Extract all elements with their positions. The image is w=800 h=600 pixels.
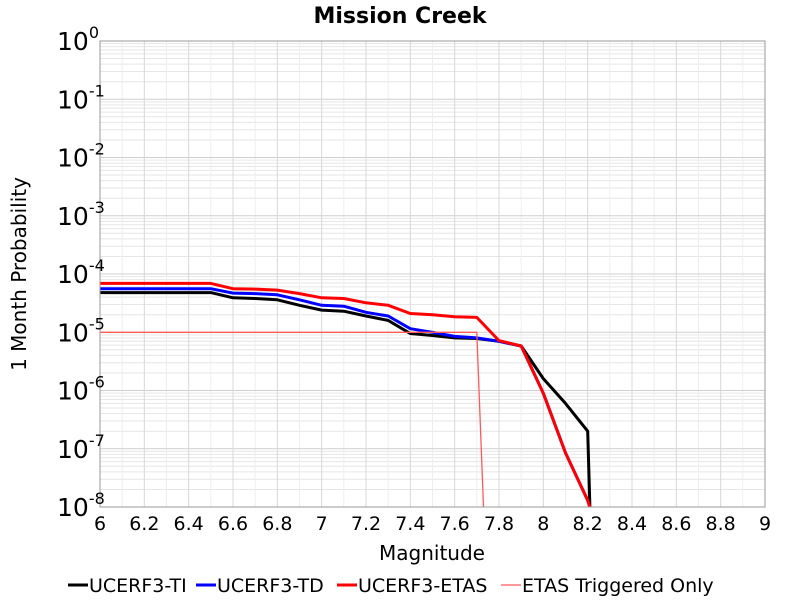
- x-axis-label: Magnitude: [379, 541, 485, 565]
- x-tick-label: 6.4: [174, 513, 204, 535]
- series-layer: [100, 281, 592, 508]
- x-tick-label: 9: [759, 513, 771, 535]
- series-line-ucerf3-etas: [100, 281, 592, 508]
- chart-title: Mission Creek: [313, 4, 487, 29]
- x-tick-label: 7.2: [351, 513, 381, 535]
- y-tick-label: 10-7: [57, 431, 105, 464]
- y-tick-label: 10-3: [57, 198, 105, 231]
- x-tick-label: 8.6: [661, 513, 691, 535]
- x-tick-label: 7.6: [440, 513, 470, 535]
- x-tick-label: 6.8: [262, 513, 292, 535]
- y-tick-label: 10-8: [57, 489, 105, 522]
- y-tick-label: 10-4: [57, 256, 105, 289]
- x-tick-label: 8.2: [573, 513, 603, 535]
- legend: UCERF3-TI UCERF3-TD UCERF3-ETAS ETAS Trigge…: [68, 575, 714, 597]
- x-tick-label: 8.8: [706, 513, 736, 535]
- y-axis-label: 1 Month Probability: [7, 177, 31, 371]
- x-tick-label: 6.6: [218, 513, 248, 535]
- x-axis-ticks: 6 6.2 6.4 6.6 6.8 7 7.2 7.4 7.6 7.8 8 8.2 8.4 8.6 8.8 9: [94, 513, 771, 535]
- x-tick-label: 7: [316, 513, 328, 535]
- y-tick-label: 10-5: [57, 314, 105, 347]
- x-tick-label: 7.8: [484, 513, 514, 535]
- x-tick-label: 8.4: [617, 513, 647, 535]
- plot-border: [99, 40, 766, 508]
- y-tick-label: 10-6: [57, 373, 105, 406]
- y-tick-label: 10-2: [57, 140, 105, 173]
- x-tick-label: 8: [537, 513, 549, 535]
- legend-label: UCERF3-TD: [217, 575, 324, 597]
- x-tick-label: 6.2: [129, 513, 159, 535]
- legend-label: UCERF3-TI: [89, 575, 187, 597]
- y-tick-label: 10-1: [57, 81, 105, 114]
- y-tick-label: 100: [57, 23, 99, 56]
- x-tick-label: 7.4: [395, 513, 425, 535]
- plot-frame: [99, 40, 766, 508]
- series-line-etas-triggered-only: [100, 331, 485, 508]
- legend-label: ETAS Triggered Only: [522, 575, 714, 597]
- y-axis-ticks: 100 10-1 10-2 10-3 10-4 10-5 10-6 10-7 10-8: [57, 23, 105, 522]
- legend-label: UCERF3-ETAS: [358, 575, 487, 597]
- x-tick-label: 6: [94, 513, 106, 535]
